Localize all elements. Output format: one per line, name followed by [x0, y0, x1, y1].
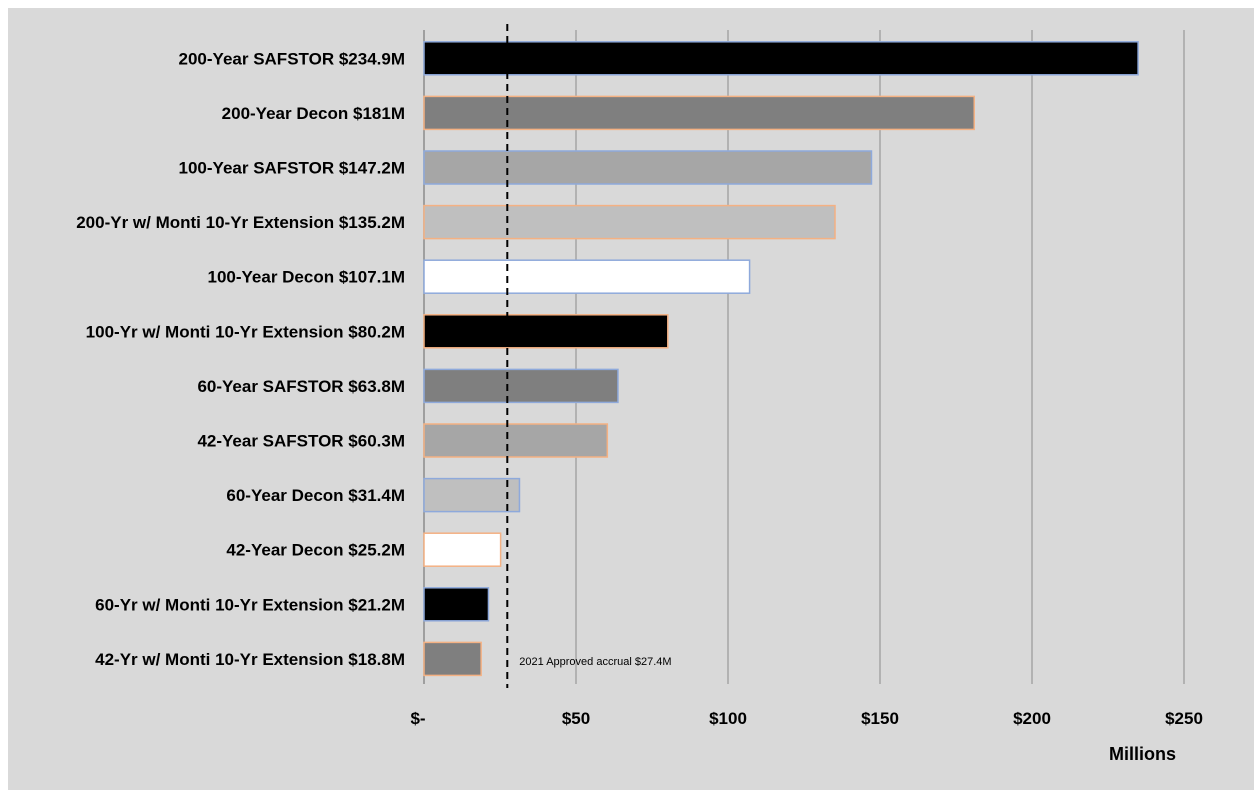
x-tick-labels: $- $50 $100 $150 $200 $250	[410, 709, 1202, 728]
category-label: 42-Year SAFSTOR $60.3M	[197, 432, 405, 451]
x-tick-label: $200	[1013, 709, 1051, 728]
bar	[424, 206, 835, 239]
category-label: 200-Yr w/ Monti 10-Yr Extension $135.2M	[76, 213, 405, 232]
x-tick-label: $250	[1165, 709, 1203, 728]
category-label: 100-Yr w/ Monti 10-Yr Extension $80.2M	[86, 322, 405, 341]
bar	[424, 315, 668, 348]
bar	[424, 42, 1138, 75]
category-label: 200-Year SAFSTOR $234.9M	[179, 49, 405, 68]
x-tick-label: $-	[410, 709, 425, 728]
bar	[424, 642, 481, 675]
x-tick-label: $150	[861, 709, 899, 728]
category-label: 42-Year Decon $25.2M	[226, 541, 405, 560]
bar	[424, 151, 871, 184]
category-label: 60-Year Decon $31.4M	[226, 486, 405, 505]
chart-area: 2021 Approved accrual $27.4M 200-Year SA…	[8, 8, 1254, 790]
x-tick-label: $100	[709, 709, 747, 728]
bar	[424, 533, 501, 566]
reference-line-label: 2021 Approved accrual $27.4M	[519, 656, 671, 668]
bar	[424, 424, 607, 457]
category-label: 60-Year SAFSTOR $63.8M	[197, 377, 405, 396]
bar	[424, 479, 519, 512]
category-label: 100-Year SAFSTOR $147.2M	[179, 159, 405, 178]
bar-chart: 2021 Approved accrual $27.4M 200-Year SA…	[8, 8, 1254, 790]
category-label: 42-Yr w/ Monti 10-Yr Extension $18.8M	[95, 650, 405, 669]
bar	[424, 588, 488, 621]
bar	[424, 260, 750, 293]
bars	[424, 42, 1138, 676]
x-axis-title: Millions	[1109, 744, 1176, 764]
bar	[424, 369, 618, 402]
x-tick-label: $50	[562, 709, 590, 728]
category-label: 60-Yr w/ Monti 10-Yr Extension $21.2M	[95, 595, 405, 614]
category-labels: 200-Year SAFSTOR $234.9M 200-Year Decon $…	[76, 49, 405, 669]
category-label: 200-Year Decon $181M	[222, 104, 405, 123]
category-label: 100-Year Decon $107.1M	[207, 268, 405, 287]
